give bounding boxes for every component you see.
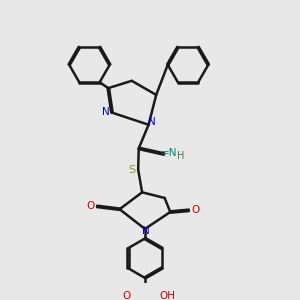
Text: N: N: [103, 107, 110, 117]
Text: =N: =N: [161, 148, 177, 158]
Text: S: S: [128, 165, 136, 175]
Text: O: O: [87, 201, 95, 212]
Text: OH: OH: [159, 291, 175, 300]
Text: N: N: [142, 226, 149, 236]
Text: O: O: [122, 291, 130, 300]
Text: N: N: [148, 117, 156, 127]
Text: H: H: [177, 151, 184, 161]
Text: O: O: [191, 205, 199, 215]
